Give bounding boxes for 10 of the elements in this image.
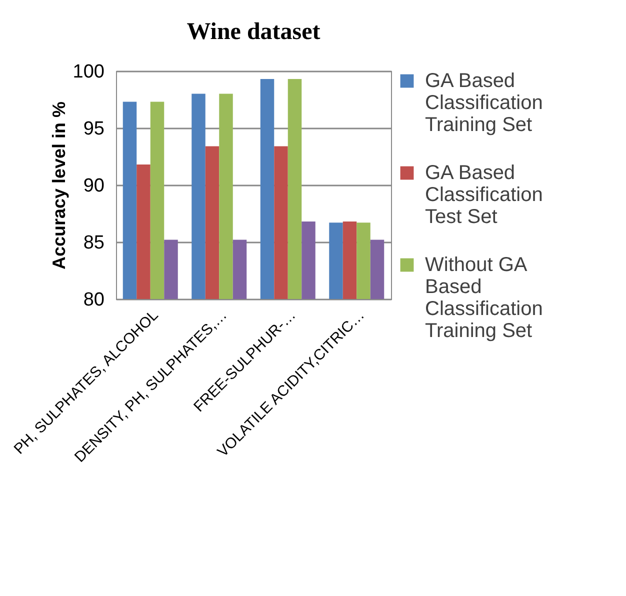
legend-label: Without GA Based Classification Training Set [425,254,543,342]
y-tick-label: 95 [83,118,104,140]
y-tick-label: 80 [83,290,104,310]
chart-title: Wine dataset [186,19,320,45]
legend-label: GA Based Classification Test Set [425,162,543,228]
y-axis-title: Accuracy level in % [48,101,69,270]
y-tick-label: 100 [72,62,104,82]
y-tick-label: 85 [83,232,104,254]
legend-label: GA Based Classification Training Set [425,70,543,136]
y-tick-label: 90 [83,176,104,196]
